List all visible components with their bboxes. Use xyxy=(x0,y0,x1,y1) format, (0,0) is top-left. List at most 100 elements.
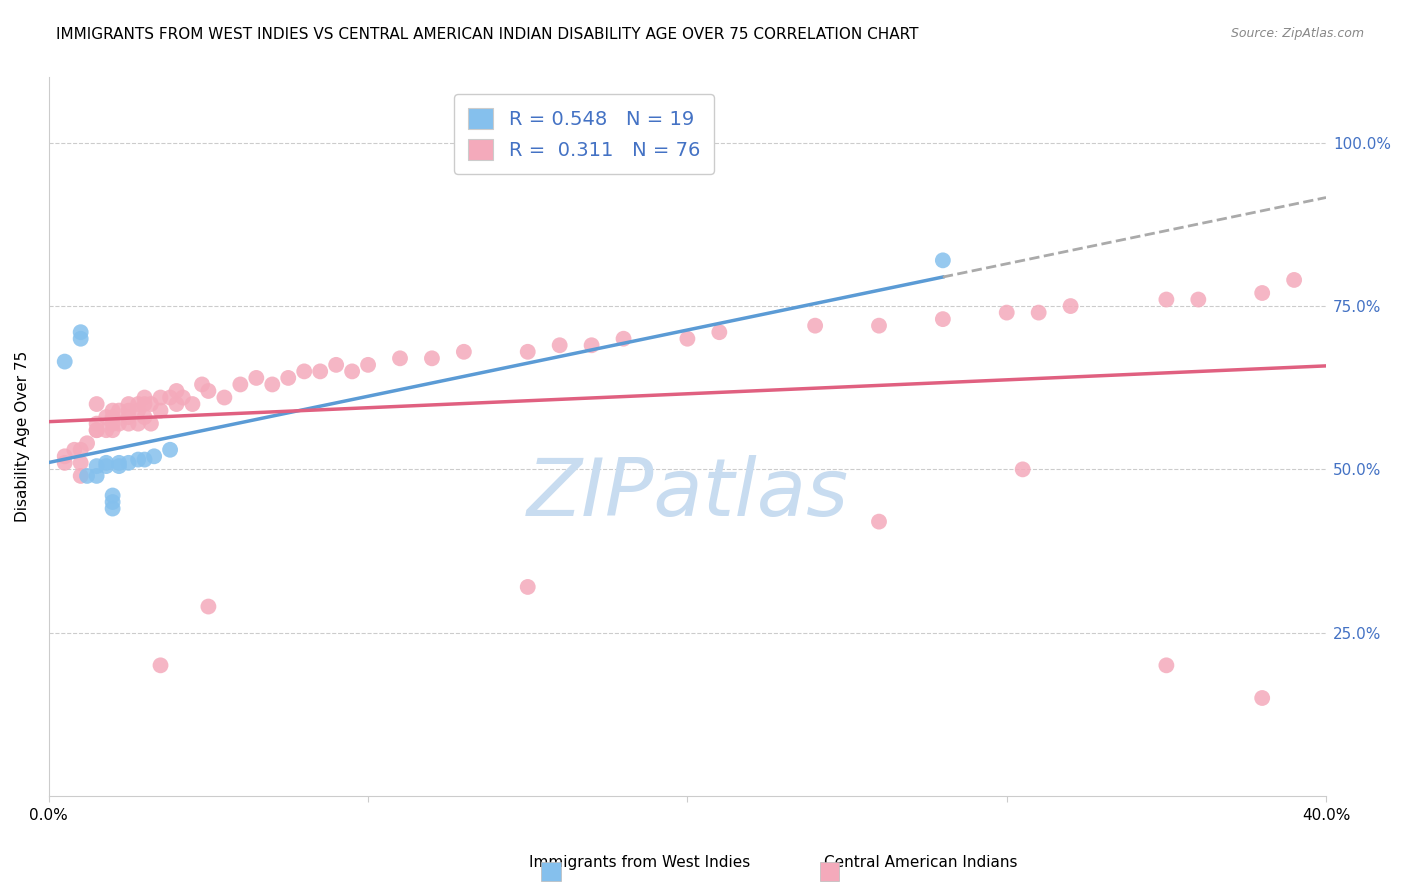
Point xyxy=(389,351,412,366)
Point xyxy=(86,417,108,431)
Point xyxy=(86,423,108,437)
Point xyxy=(277,371,299,385)
Point xyxy=(612,332,634,346)
Point xyxy=(96,456,118,470)
Point xyxy=(69,332,91,346)
Point xyxy=(1059,299,1081,313)
Point xyxy=(108,417,131,431)
Point xyxy=(995,305,1018,319)
Point xyxy=(76,469,98,483)
Point xyxy=(127,452,149,467)
Point xyxy=(117,456,139,470)
Point xyxy=(932,312,955,326)
Point xyxy=(134,410,156,425)
Point xyxy=(357,358,380,372)
Point xyxy=(96,410,118,425)
Point xyxy=(149,403,172,417)
Point xyxy=(420,351,443,366)
Point xyxy=(159,442,181,457)
Point xyxy=(868,515,890,529)
Point xyxy=(172,391,194,405)
Point xyxy=(804,318,827,333)
Point xyxy=(548,338,571,352)
Point xyxy=(117,417,139,431)
Point xyxy=(69,456,91,470)
Point xyxy=(134,452,156,467)
Text: Central American Indians: Central American Indians xyxy=(824,855,1018,870)
Point xyxy=(149,658,172,673)
Point xyxy=(139,417,162,431)
Point xyxy=(245,371,267,385)
Point xyxy=(1187,293,1209,307)
Point xyxy=(86,469,108,483)
Point xyxy=(197,384,219,398)
Point xyxy=(86,397,108,411)
Point xyxy=(53,450,76,464)
Point xyxy=(932,253,955,268)
Legend: R = 0.548   N = 19, R =  0.311   N = 76: R = 0.548 N = 19, R = 0.311 N = 76 xyxy=(454,95,714,174)
Point xyxy=(676,332,699,346)
Point xyxy=(69,469,91,483)
Point xyxy=(453,344,475,359)
Point xyxy=(86,459,108,474)
Point xyxy=(101,423,124,437)
Point xyxy=(108,456,131,470)
Point xyxy=(101,488,124,502)
Point xyxy=(1251,285,1274,300)
Point xyxy=(516,344,538,359)
Point xyxy=(1011,462,1033,476)
Point xyxy=(1156,658,1178,673)
Text: IMMIGRANTS FROM WEST INDIES VS CENTRAL AMERICAN INDIAN DISABILITY AGE OVER 75 CO: IMMIGRANTS FROM WEST INDIES VS CENTRAL A… xyxy=(56,27,918,42)
Point xyxy=(139,397,162,411)
Point xyxy=(76,436,98,450)
Point xyxy=(53,354,76,368)
Point xyxy=(516,580,538,594)
Point xyxy=(868,318,890,333)
Point xyxy=(96,423,118,437)
Point xyxy=(108,459,131,474)
Point xyxy=(181,397,204,411)
Point xyxy=(53,456,76,470)
Text: Source: ZipAtlas.com: Source: ZipAtlas.com xyxy=(1230,27,1364,40)
Point xyxy=(101,495,124,509)
Point xyxy=(86,423,108,437)
Point xyxy=(340,364,363,378)
Point xyxy=(262,377,284,392)
Point xyxy=(214,391,236,405)
Point xyxy=(108,403,131,417)
Point xyxy=(1156,293,1178,307)
Point xyxy=(117,410,139,425)
Point xyxy=(127,403,149,417)
Point xyxy=(1028,305,1050,319)
Point xyxy=(117,403,139,417)
Point xyxy=(1282,273,1305,287)
Point xyxy=(101,501,124,516)
Point xyxy=(149,391,172,405)
Point xyxy=(117,397,139,411)
Point xyxy=(69,325,91,339)
Point xyxy=(581,338,603,352)
Point xyxy=(159,391,181,405)
Point xyxy=(134,397,156,411)
Point xyxy=(143,450,166,464)
Point xyxy=(134,391,156,405)
Text: Immigrants from West Indies: Immigrants from West Indies xyxy=(529,855,751,870)
Text: ZIPatlas: ZIPatlas xyxy=(526,455,848,533)
Point xyxy=(325,358,347,372)
Point xyxy=(166,384,188,398)
Point xyxy=(101,403,124,417)
Point xyxy=(709,325,731,339)
Point xyxy=(63,442,86,457)
Point xyxy=(69,442,91,457)
Point xyxy=(101,410,124,425)
Point xyxy=(96,459,118,474)
Point xyxy=(229,377,252,392)
Point xyxy=(197,599,219,614)
Y-axis label: Disability Age Over 75: Disability Age Over 75 xyxy=(15,351,30,523)
Point xyxy=(101,417,124,431)
Point xyxy=(1251,691,1274,706)
Point xyxy=(166,397,188,411)
Point xyxy=(191,377,214,392)
Point xyxy=(127,417,149,431)
Point xyxy=(309,364,332,378)
